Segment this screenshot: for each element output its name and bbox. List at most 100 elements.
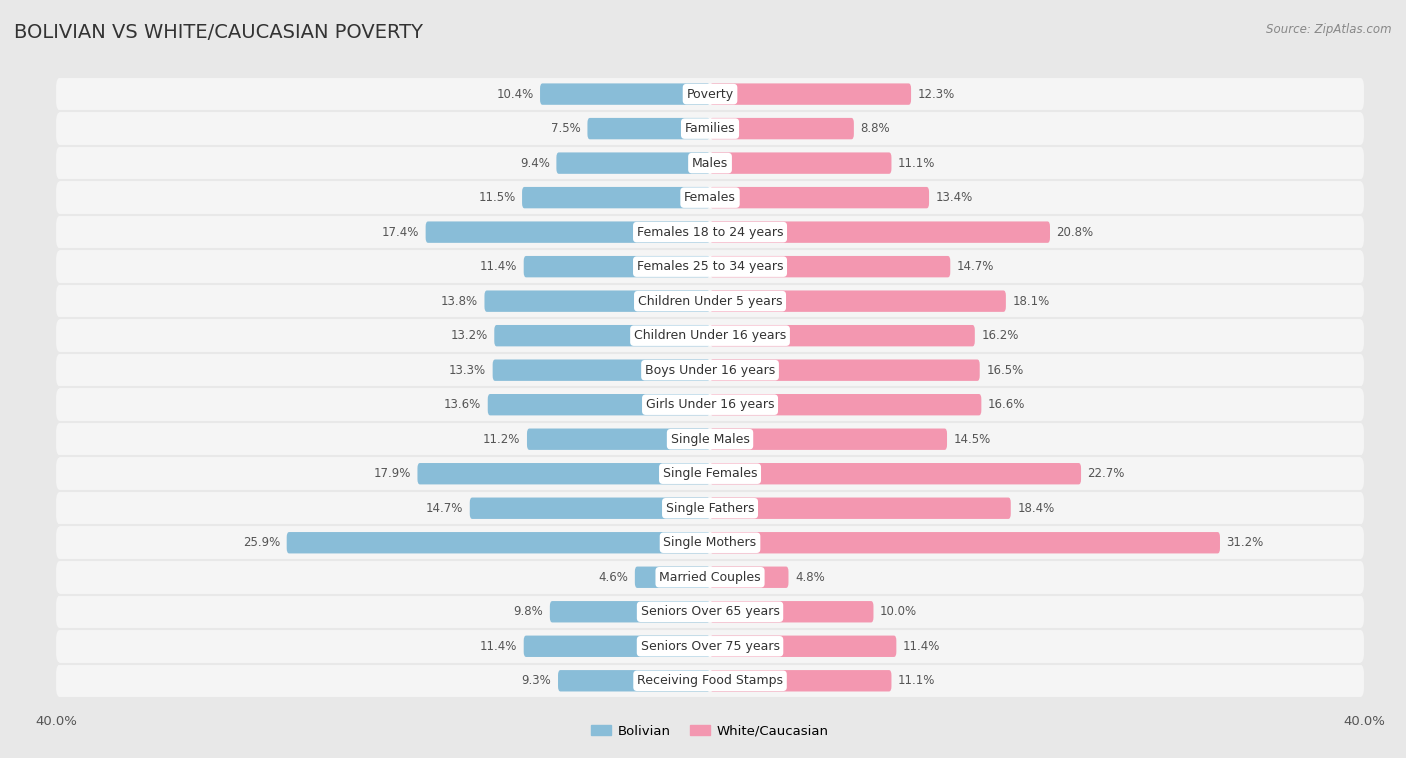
Text: 14.7%: 14.7% <box>426 502 463 515</box>
Text: 25.9%: 25.9% <box>243 536 280 550</box>
Text: 13.2%: 13.2% <box>450 329 488 342</box>
Text: 18.4%: 18.4% <box>1018 502 1054 515</box>
Text: 11.4%: 11.4% <box>479 640 517 653</box>
Text: 17.9%: 17.9% <box>374 467 411 481</box>
Text: Seniors Over 65 years: Seniors Over 65 years <box>641 605 779 619</box>
FancyBboxPatch shape <box>527 428 710 450</box>
Text: 11.5%: 11.5% <box>478 191 516 204</box>
FancyBboxPatch shape <box>710 601 873 622</box>
Text: 11.4%: 11.4% <box>479 260 517 273</box>
FancyBboxPatch shape <box>485 290 710 312</box>
Text: 17.4%: 17.4% <box>381 226 419 239</box>
FancyBboxPatch shape <box>710 566 789 588</box>
Text: 8.8%: 8.8% <box>860 122 890 135</box>
Text: 12.3%: 12.3% <box>918 88 955 101</box>
Text: Boys Under 16 years: Boys Under 16 years <box>645 364 775 377</box>
Text: Females 25 to 34 years: Females 25 to 34 years <box>637 260 783 273</box>
Text: 9.4%: 9.4% <box>520 157 550 170</box>
FancyBboxPatch shape <box>56 629 1364 663</box>
FancyBboxPatch shape <box>710 325 974 346</box>
Text: 4.6%: 4.6% <box>599 571 628 584</box>
FancyBboxPatch shape <box>56 560 1364 594</box>
FancyBboxPatch shape <box>56 491 1364 525</box>
FancyBboxPatch shape <box>710 670 891 691</box>
Text: 31.2%: 31.2% <box>1226 536 1264 550</box>
Text: 20.8%: 20.8% <box>1056 226 1094 239</box>
Text: 4.8%: 4.8% <box>794 571 825 584</box>
FancyBboxPatch shape <box>56 388 1364 421</box>
Text: 9.8%: 9.8% <box>513 605 543 619</box>
Text: 11.1%: 11.1% <box>898 675 935 688</box>
FancyBboxPatch shape <box>56 284 1364 318</box>
Text: 11.2%: 11.2% <box>484 433 520 446</box>
Text: Single Females: Single Females <box>662 467 758 481</box>
FancyBboxPatch shape <box>710 359 980 381</box>
FancyBboxPatch shape <box>56 249 1364 283</box>
Text: 11.1%: 11.1% <box>898 157 935 170</box>
FancyBboxPatch shape <box>710 83 911 105</box>
FancyBboxPatch shape <box>550 601 710 622</box>
Text: Single Mothers: Single Mothers <box>664 536 756 550</box>
FancyBboxPatch shape <box>418 463 710 484</box>
FancyBboxPatch shape <box>56 526 1364 559</box>
Text: Seniors Over 75 years: Seniors Over 75 years <box>641 640 779 653</box>
FancyBboxPatch shape <box>56 353 1364 387</box>
FancyBboxPatch shape <box>56 595 1364 628</box>
Text: 14.7%: 14.7% <box>957 260 994 273</box>
FancyBboxPatch shape <box>588 118 710 139</box>
Text: 16.2%: 16.2% <box>981 329 1019 342</box>
FancyBboxPatch shape <box>636 566 710 588</box>
FancyBboxPatch shape <box>426 221 710 243</box>
Text: Married Couples: Married Couples <box>659 571 761 584</box>
Text: 22.7%: 22.7% <box>1088 467 1125 481</box>
Text: Source: ZipAtlas.com: Source: ZipAtlas.com <box>1267 23 1392 36</box>
FancyBboxPatch shape <box>287 532 710 553</box>
Text: Receiving Food Stamps: Receiving Food Stamps <box>637 675 783 688</box>
Text: 14.5%: 14.5% <box>953 433 991 446</box>
Text: 9.3%: 9.3% <box>522 675 551 688</box>
Text: 13.4%: 13.4% <box>935 191 973 204</box>
FancyBboxPatch shape <box>523 635 710 657</box>
FancyBboxPatch shape <box>470 497 710 519</box>
Legend: Bolivian, White/Caucasian: Bolivian, White/Caucasian <box>586 719 834 743</box>
FancyBboxPatch shape <box>492 359 710 381</box>
FancyBboxPatch shape <box>710 394 981 415</box>
FancyBboxPatch shape <box>710 118 853 139</box>
Text: 13.3%: 13.3% <box>449 364 486 377</box>
Text: Males: Males <box>692 157 728 170</box>
FancyBboxPatch shape <box>710 256 950 277</box>
FancyBboxPatch shape <box>557 152 710 174</box>
FancyBboxPatch shape <box>710 187 929 208</box>
Text: 13.8%: 13.8% <box>441 295 478 308</box>
FancyBboxPatch shape <box>710 532 1220 553</box>
FancyBboxPatch shape <box>710 290 1005 312</box>
Text: Children Under 16 years: Children Under 16 years <box>634 329 786 342</box>
FancyBboxPatch shape <box>56 77 1364 111</box>
FancyBboxPatch shape <box>56 215 1364 249</box>
Text: 10.0%: 10.0% <box>880 605 917 619</box>
Text: 13.6%: 13.6% <box>444 398 481 411</box>
FancyBboxPatch shape <box>56 146 1364 180</box>
FancyBboxPatch shape <box>56 457 1364 490</box>
FancyBboxPatch shape <box>522 187 710 208</box>
FancyBboxPatch shape <box>710 428 948 450</box>
FancyBboxPatch shape <box>56 180 1364 215</box>
FancyBboxPatch shape <box>710 152 891 174</box>
FancyBboxPatch shape <box>495 325 710 346</box>
Text: 10.4%: 10.4% <box>496 88 533 101</box>
FancyBboxPatch shape <box>710 463 1081 484</box>
Text: 16.6%: 16.6% <box>988 398 1025 411</box>
FancyBboxPatch shape <box>558 670 710 691</box>
FancyBboxPatch shape <box>488 394 710 415</box>
Text: Families: Families <box>685 122 735 135</box>
Text: 16.5%: 16.5% <box>986 364 1024 377</box>
Text: Children Under 5 years: Children Under 5 years <box>638 295 782 308</box>
FancyBboxPatch shape <box>56 664 1364 697</box>
FancyBboxPatch shape <box>523 256 710 277</box>
FancyBboxPatch shape <box>710 635 897 657</box>
Text: Girls Under 16 years: Girls Under 16 years <box>645 398 775 411</box>
FancyBboxPatch shape <box>710 497 1011 519</box>
FancyBboxPatch shape <box>56 422 1364 456</box>
Text: 11.4%: 11.4% <box>903 640 941 653</box>
Text: Single Fathers: Single Fathers <box>666 502 754 515</box>
